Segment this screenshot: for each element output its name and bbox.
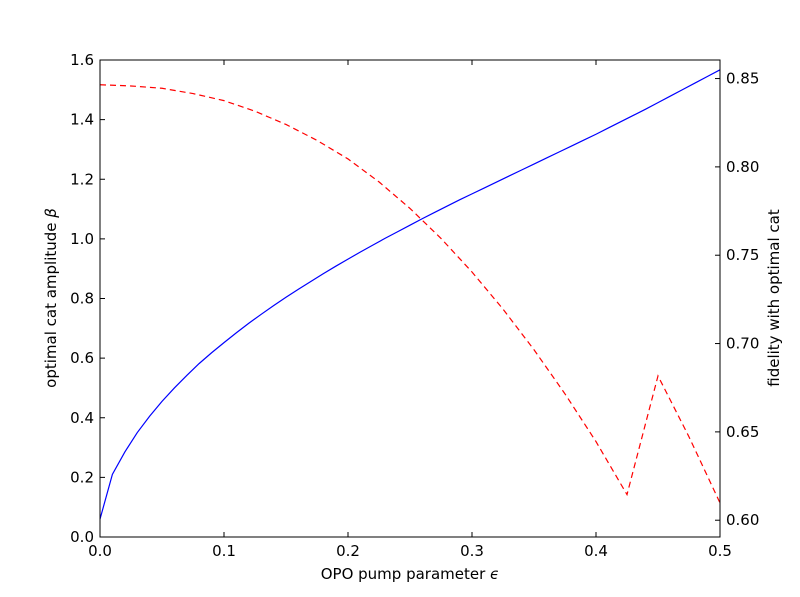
right-y-axis: 0.60 0.65 0.70 0.75 0.80 0.85 — [715, 70, 759, 529]
left-tick-label: 1.6 — [70, 51, 94, 69]
x-tick-label: 0.0 — [88, 542, 112, 560]
x-tick-label: 0.5 — [708, 542, 732, 560]
left-tick-label: 0.8 — [70, 290, 94, 308]
x-tick-label: 0.3 — [460, 542, 484, 560]
left-tick-label: 0.4 — [70, 409, 94, 427]
right-tick-label: 0.60 — [726, 511, 759, 529]
amplitude-line — [99, 69, 721, 520]
left-tick-label: 0.6 — [70, 349, 94, 367]
left-tick-label: 0.0 — [70, 528, 94, 546]
right-tick-label: 0.70 — [726, 335, 759, 353]
right-y-axis-title: fidelity with optimal cat — [765, 209, 783, 387]
x-axis-title: OPO pump parameter ϵ — [321, 565, 500, 583]
left-y-axis-title: optimal cat amplitude β — [42, 208, 60, 388]
right-tick-label: 0.75 — [726, 246, 759, 264]
plot-lines — [99, 69, 721, 520]
right-tick-label: 0.65 — [726, 423, 759, 441]
left-tick-label: 1.2 — [70, 170, 94, 188]
left-tick-label: 0.2 — [70, 468, 94, 486]
x-tick-label: 0.1 — [212, 542, 236, 560]
x-tick-label: 0.2 — [336, 542, 360, 560]
left-y-axis: 0.0 0.2 0.4 0.6 0.8 1.0 1.2 1.4 1.6 — [70, 51, 105, 546]
plot-frame — [99, 59, 721, 538]
left-tick-label: 1.4 — [70, 111, 94, 129]
left-tick-label: 1.0 — [70, 230, 94, 248]
right-tick-label: 0.80 — [726, 158, 759, 176]
x-axis: 0.0 0.1 0.2 0.3 0.4 0.5 — [88, 60, 732, 560]
fidelity-line — [99, 84, 721, 504]
right-tick-label: 0.85 — [726, 70, 759, 88]
x-tick-label: 0.4 — [584, 542, 608, 560]
